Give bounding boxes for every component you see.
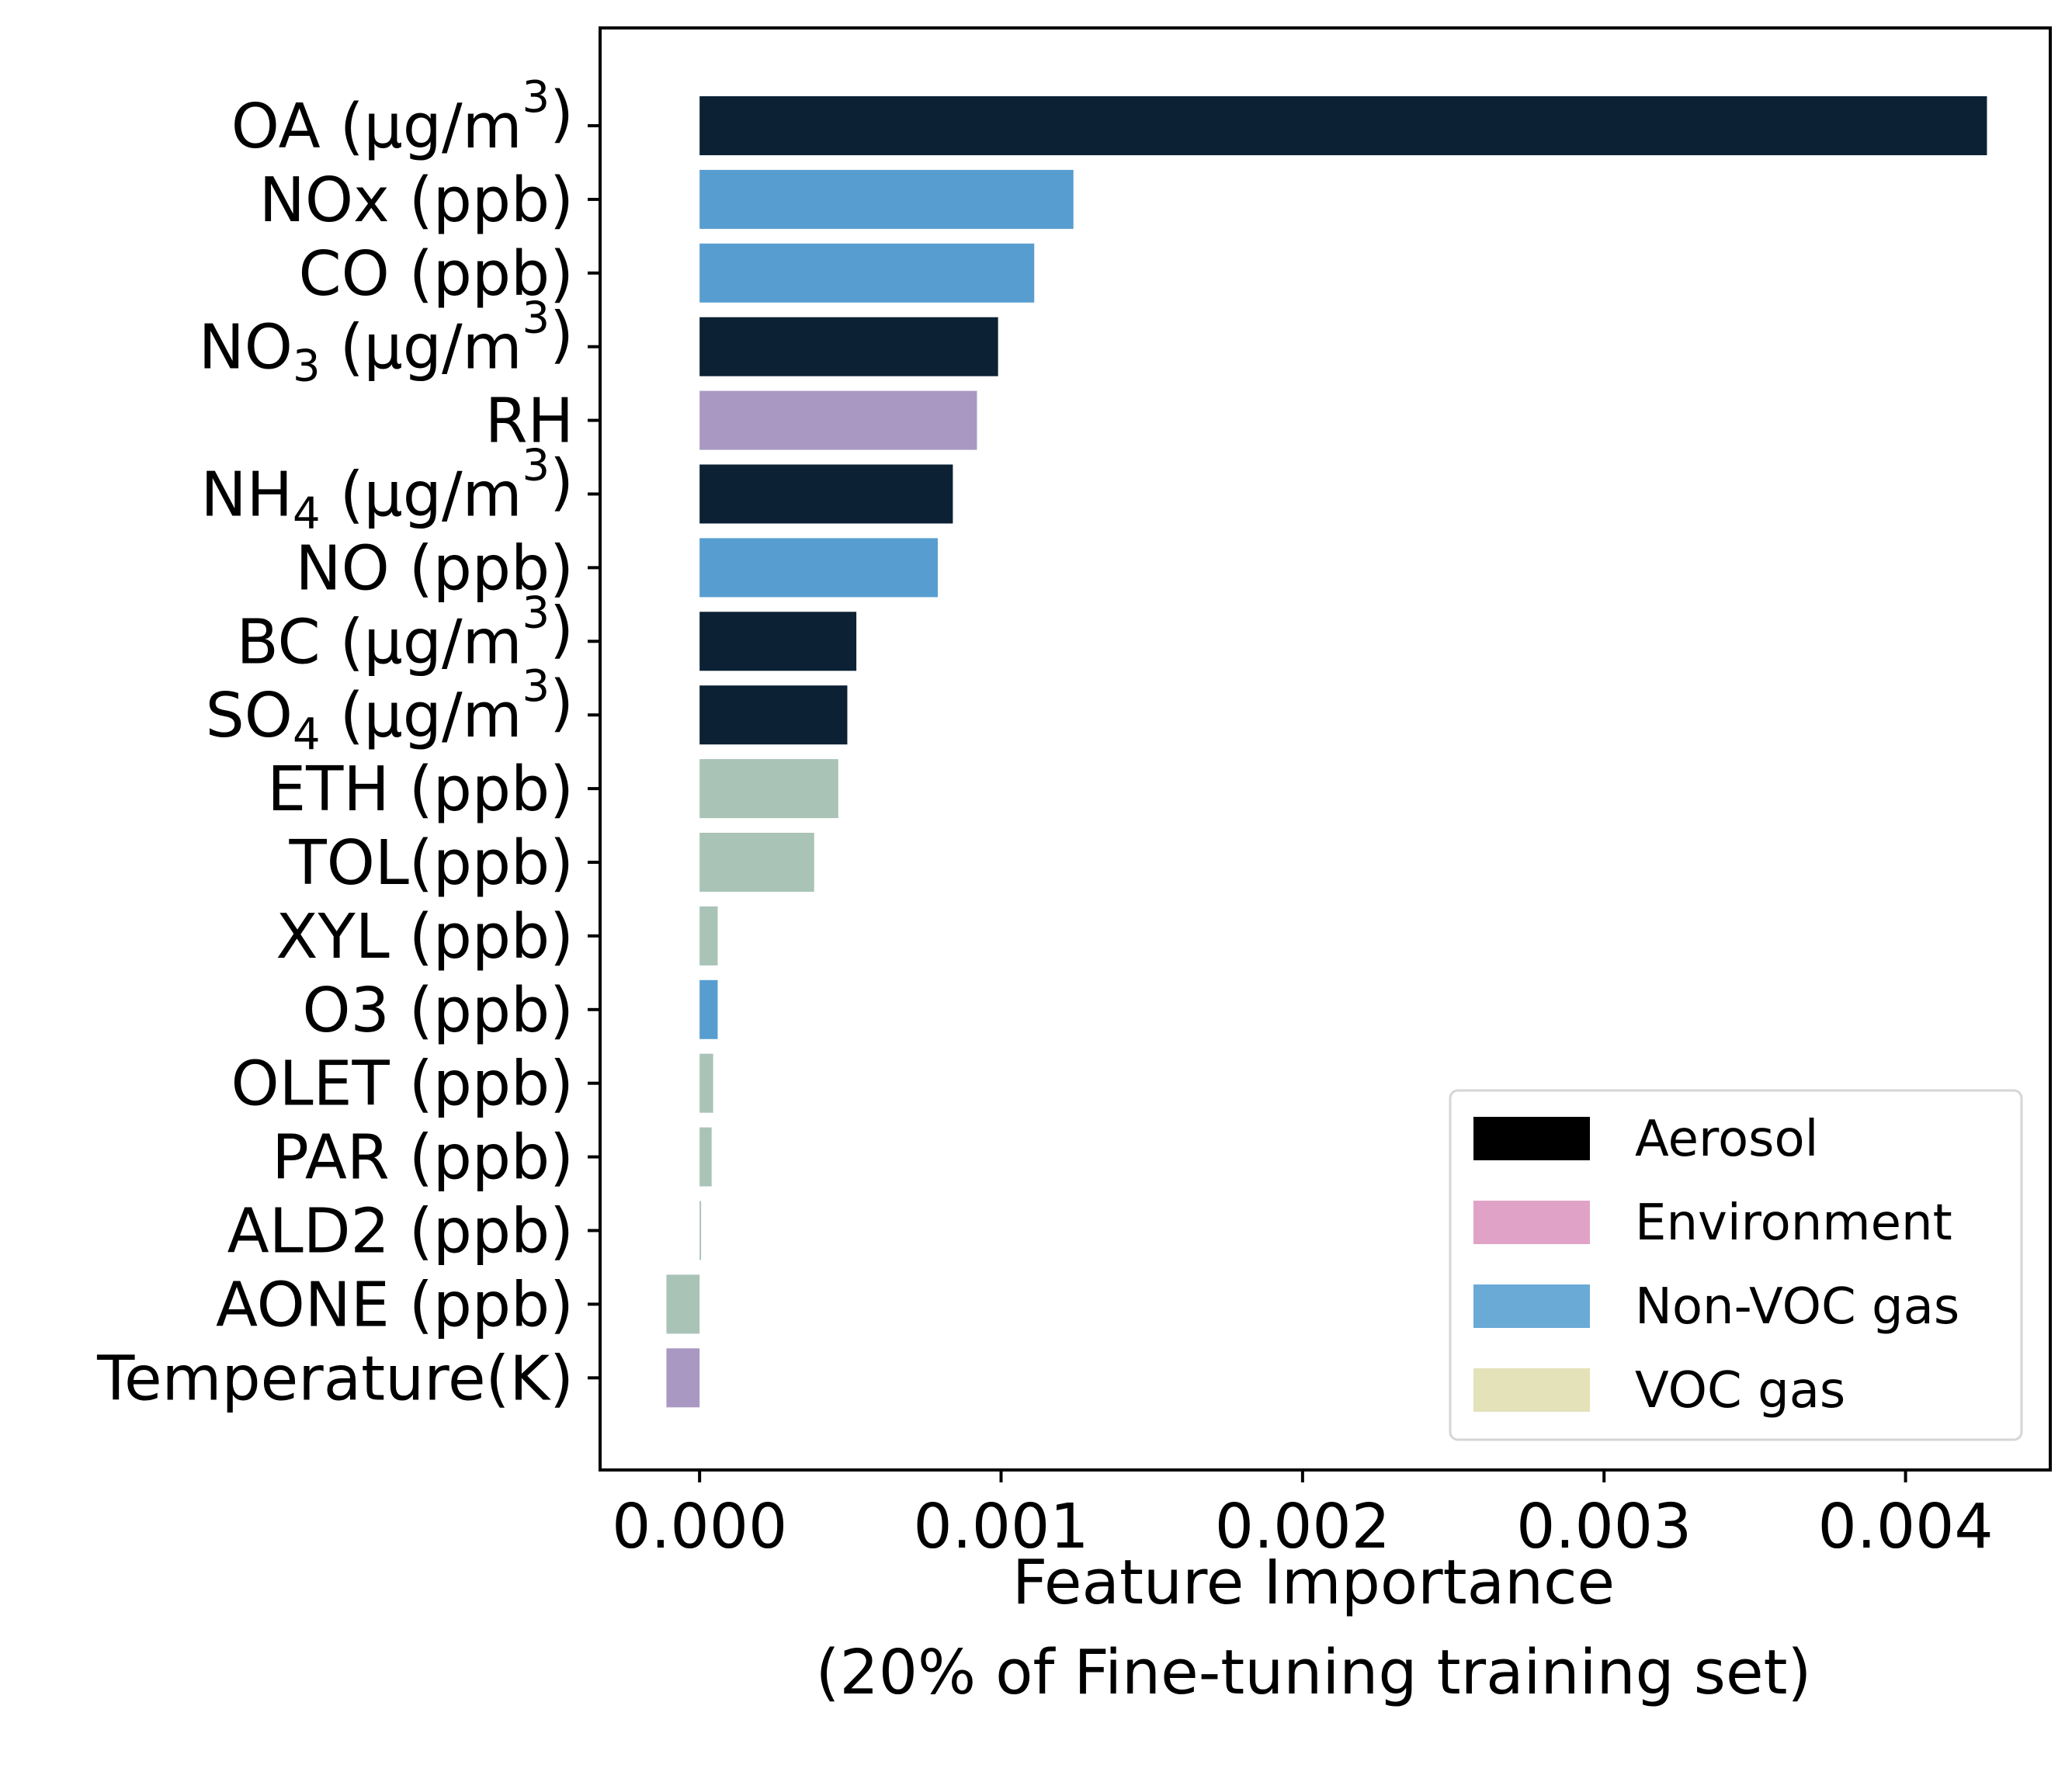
x-tick-label: 0.001 <box>913 1491 1088 1562</box>
legend-frame <box>1449 1089 2023 1441</box>
legend-label: VOC gas <box>1635 1362 1845 1420</box>
label-close: ) <box>550 594 574 665</box>
legend-label: Aerosol <box>1635 1111 1818 1168</box>
bar-5 <box>699 464 953 524</box>
plot-frame <box>599 26 2052 1472</box>
label-category: AONE (ppb) <box>216 1269 574 1340</box>
bar-13 <box>699 1053 713 1113</box>
y-tick-label: NOx (ppb) <box>259 165 574 236</box>
label-sup: 3 <box>522 441 550 491</box>
bar-9 <box>699 759 838 819</box>
label-category: XYL (ppb) <box>276 901 574 972</box>
y-tick-label: BC (μg/m3) <box>237 588 574 678</box>
label-category: CO (ppb) <box>298 238 574 310</box>
label-close: ) <box>550 78 574 150</box>
label-category: O3 (ppb) <box>302 975 574 1046</box>
label-sub: 3 <box>293 341 321 392</box>
label-category: BC (μg/m <box>237 606 522 678</box>
legend: Aerosol Environment Non-VOC gas VOC gas <box>1449 1089 2023 1441</box>
bar-2 <box>699 243 1035 303</box>
label-close: ) <box>550 300 574 371</box>
label-rest: (μg/m <box>321 312 522 383</box>
label-category: NO (ppb) <box>296 532 574 604</box>
label-sup: 3 <box>522 661 550 712</box>
label-category: SO <box>206 680 293 751</box>
label-category: RH <box>485 386 574 457</box>
y-tick-label: RH <box>485 386 574 457</box>
label-sub: 4 <box>293 489 321 539</box>
legend-swatch <box>1473 1368 1590 1412</box>
x-tick-label: 0.003 <box>1516 1491 1692 1562</box>
y-tick-label: OA (μg/m3) <box>231 72 574 162</box>
label-rest: (μg/m <box>321 459 522 531</box>
legend-swatch <box>1473 1201 1590 1244</box>
x-axis-title-line2: (20% of Fine-tuning training set) <box>816 1637 1812 1708</box>
bar-11 <box>699 906 718 965</box>
y-tick-label: SO4 (μg/m3) <box>206 661 574 760</box>
bar-14 <box>699 1127 712 1187</box>
x-tick-label: 0.004 <box>1818 1491 1994 1562</box>
legend-swatch <box>1473 1117 1590 1160</box>
bar-4 <box>699 390 977 450</box>
y-tick-label: OLET (ppb) <box>231 1049 574 1120</box>
y-tick-labels: OA (μg/m3)NOx (ppb)CO (ppb)NO3 (μg/m3)RH… <box>96 72 600 1414</box>
bar-8 <box>699 685 848 745</box>
label-category: NO <box>199 312 293 383</box>
label-category: Temperature(K) <box>96 1343 574 1414</box>
label-sup: 3 <box>522 588 550 638</box>
bar-10 <box>699 833 814 892</box>
bar-12 <box>699 979 718 1039</box>
legend-swatch <box>1473 1284 1590 1328</box>
y-tick-label: CO (ppb) <box>298 238 574 310</box>
bar-0 <box>699 96 1987 155</box>
y-tick-label: NO3 (μg/m3) <box>199 293 574 392</box>
x-ticks: 0.000 0.001 0.002 0.003 0.004 <box>612 1470 1994 1562</box>
label-category: NH <box>200 459 293 531</box>
legend-label: Environment <box>1635 1194 1952 1252</box>
bar-15 <box>699 1201 702 1260</box>
label-category: OA (μg/m <box>231 91 522 162</box>
x-tick-label: 0.000 <box>612 1491 787 1562</box>
bar-6 <box>699 538 938 598</box>
bar-1 <box>699 169 1074 229</box>
label-category: OLET (ppb) <box>231 1049 574 1120</box>
bar-3 <box>699 317 998 376</box>
label-close: ) <box>550 447 574 518</box>
y-tick-label: NH4 (μg/m3) <box>200 441 574 539</box>
y-tick-label: NO (ppb) <box>296 532 574 604</box>
bar-17 <box>666 1348 700 1408</box>
y-tick-label: ALD2 (ppb) <box>227 1196 574 1267</box>
label-sup: 3 <box>522 72 550 123</box>
bar-16 <box>666 1274 700 1334</box>
y-tick-label: XYL (ppb) <box>276 901 574 972</box>
label-close: ) <box>550 667 574 739</box>
bar-7 <box>699 612 857 671</box>
label-category: ETH (ppb) <box>267 754 574 825</box>
y-tick-label: PAR (ppb) <box>272 1122 574 1194</box>
y-tick-label: ETH (ppb) <box>267 754 574 825</box>
label-sup: 3 <box>522 293 550 344</box>
y-tick-label: TOL(ppb) <box>288 827 574 899</box>
x-axis-title: Feature Importance <box>1012 1547 1615 1618</box>
x-tick-label: 0.002 <box>1215 1491 1390 1562</box>
label-category: NOx (ppb) <box>259 165 574 236</box>
y-tick-label: O3 (ppb) <box>302 975 574 1046</box>
bars-group <box>666 96 1987 1408</box>
label-sub: 4 <box>293 709 321 760</box>
label-rest: (μg/m <box>321 680 522 751</box>
legend-label: Non-VOC gas <box>1635 1278 1959 1336</box>
label-category: PAR (ppb) <box>272 1122 574 1194</box>
label-category: ALD2 (ppb) <box>227 1196 574 1267</box>
y-tick-label: Temperature(K) <box>96 1343 574 1414</box>
y-tick-label: AONE (ppb) <box>216 1269 574 1340</box>
label-category: TOL(ppb) <box>288 827 574 899</box>
